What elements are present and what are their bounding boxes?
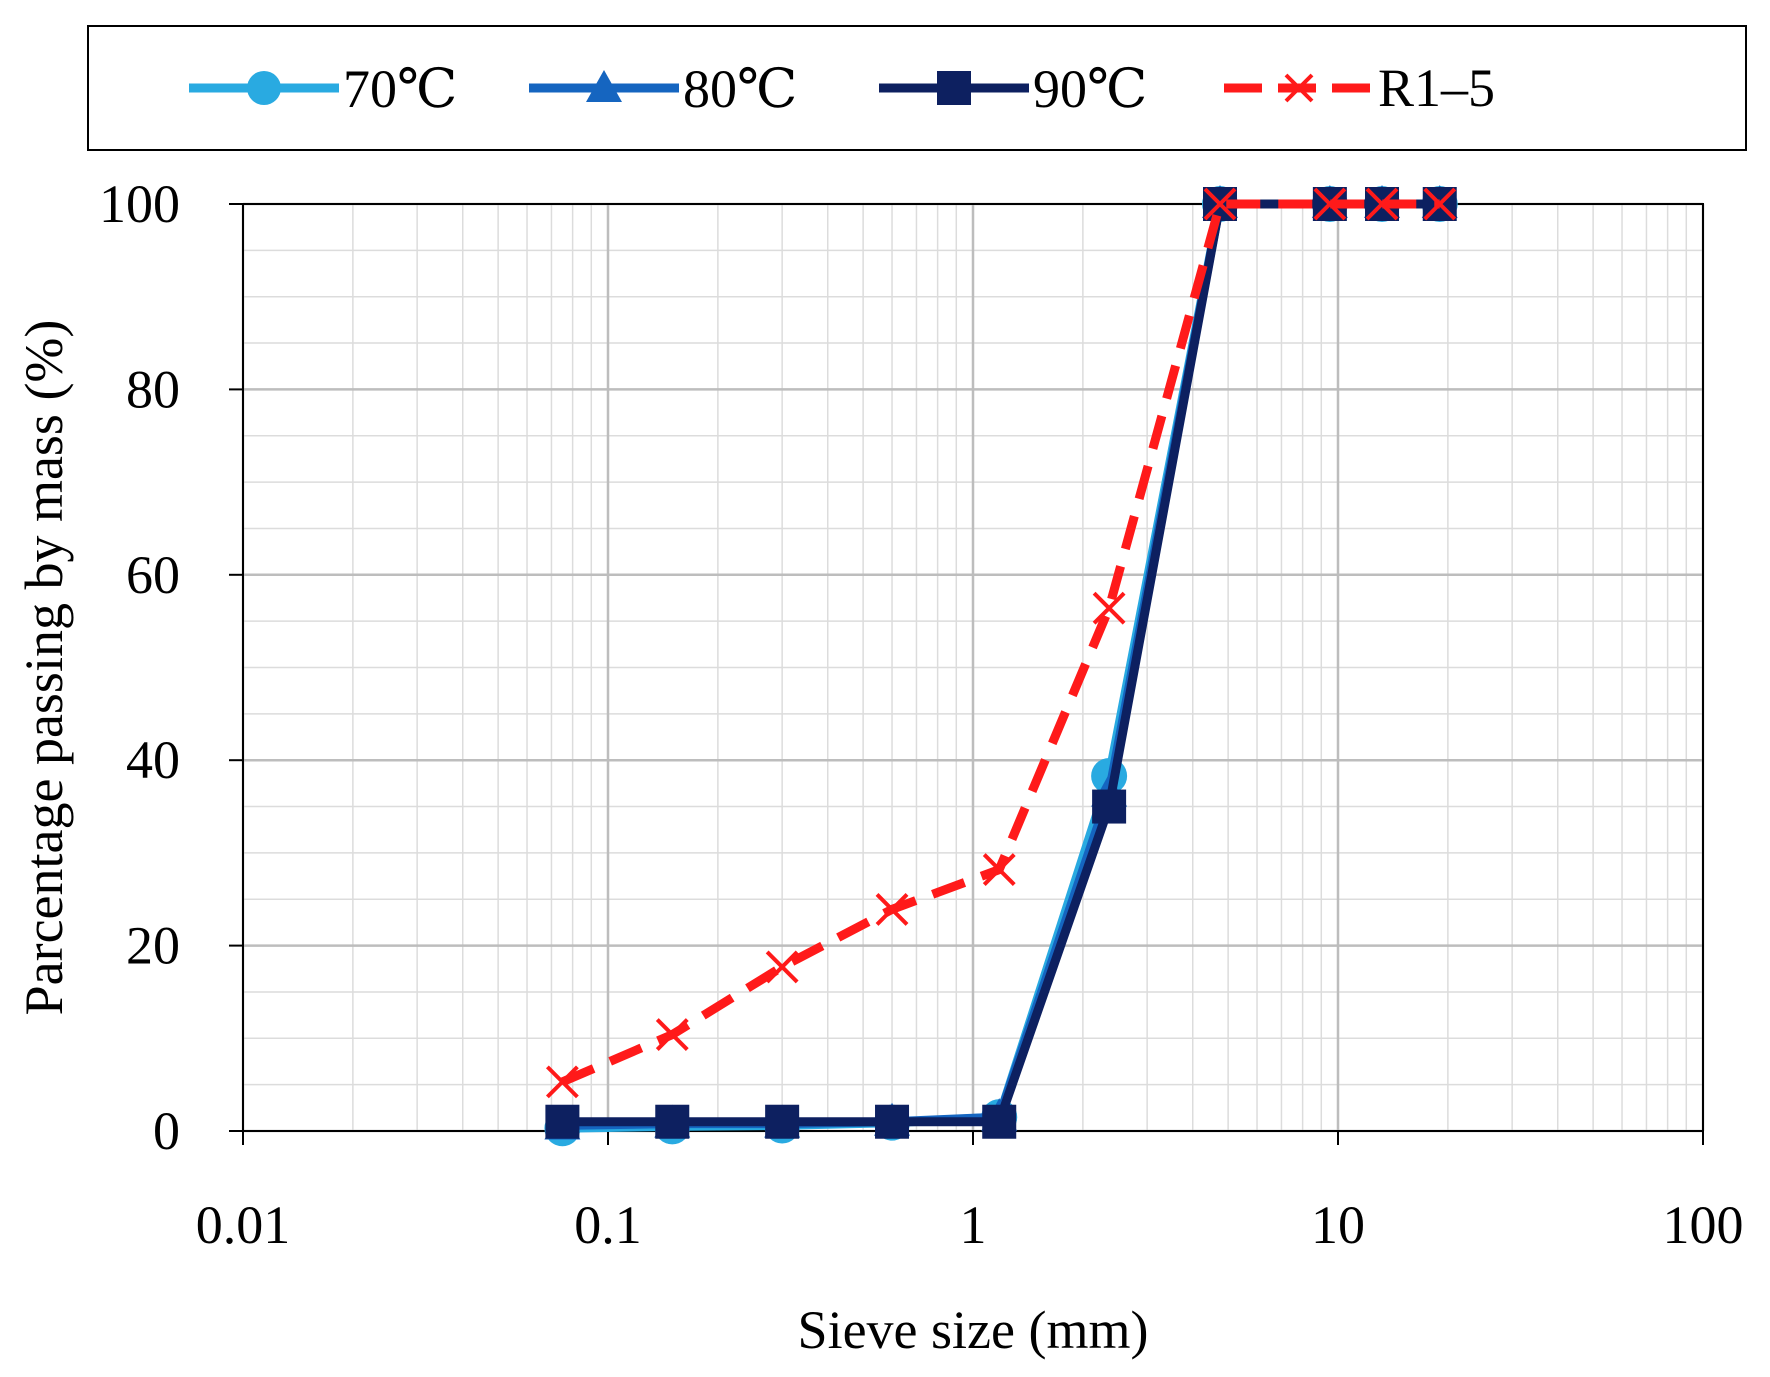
y-tick-label: 20 [126,916,180,976]
legend-swatch-90c [879,71,1029,105]
data-point-90 [982,1104,1017,1139]
data-point-r1-5 [1092,591,1126,625]
series-line-r1-5 [560,199,1440,1087]
y-tick-label: 60 [126,545,180,605]
data-point-90 [875,1104,910,1139]
legend-label-70c: 70℃ [343,58,458,119]
legend-swatch-r1-5 [1224,73,1374,103]
legend: 70℃ 80℃ 90℃ R1–5 [87,25,1747,151]
x-axis-label: Sieve size (mm) [798,1300,1149,1360]
legend-item-70c: 70℃ [189,27,457,149]
x-tick-label: 0.1 [574,1195,642,1255]
y-tick-label: 100 [99,174,180,234]
data-point-r1-5 [1313,187,1347,221]
data-point-90 [1092,789,1127,824]
axis-ticks [229,203,1704,1145]
data-point-r1-5 [545,1065,579,1099]
y-tick-label: 40 [126,730,180,790]
y-tick-label: 80 [126,359,180,419]
x-tick-label: 0.01 [196,1195,291,1255]
series-layer [544,185,1458,1147]
x-tick-label: 1 [960,1195,987,1255]
data-point-90 [765,1104,800,1139]
data-point-r1-5 [1365,187,1399,221]
legend-item-90c: 90℃ [879,27,1147,149]
legend-item-80c: 80℃ [529,27,797,149]
x-tick-label: 100 [1663,1195,1744,1255]
series-line-90 [562,199,1440,1127]
x-tick-label: 10 [1311,1195,1365,1255]
data-point-90 [655,1104,690,1139]
data-point-r1-5 [982,853,1016,887]
legend-swatch-80c [529,70,679,102]
data-point-90 [545,1104,580,1139]
y-tick-label: 0 [153,1101,180,1161]
tick-labels: 0.01 0.1 1 10 100 0 20 40 60 80 100 [99,174,1744,1255]
data-point-r1-5 [875,893,909,926]
legend-label-r1-5: R1–5 [1378,58,1496,118]
legend-label-90c: 90℃ [1033,58,1148,119]
y-axis-label: Parcentage passing by mass (%) [14,320,74,1016]
legend-swatch-70c [189,71,339,105]
data-point-r1-5 [765,950,799,984]
legend-label-80c: 80℃ [683,58,798,119]
minor-gridlines [243,204,1703,1131]
data-point-r1-5 [1203,187,1237,221]
legend-item-r1-5: R1–5 [1224,27,1495,149]
data-point-r1-5 [1423,187,1457,221]
series-line-80 [562,199,1440,1130]
data-point-r1-5 [655,1018,689,1052]
